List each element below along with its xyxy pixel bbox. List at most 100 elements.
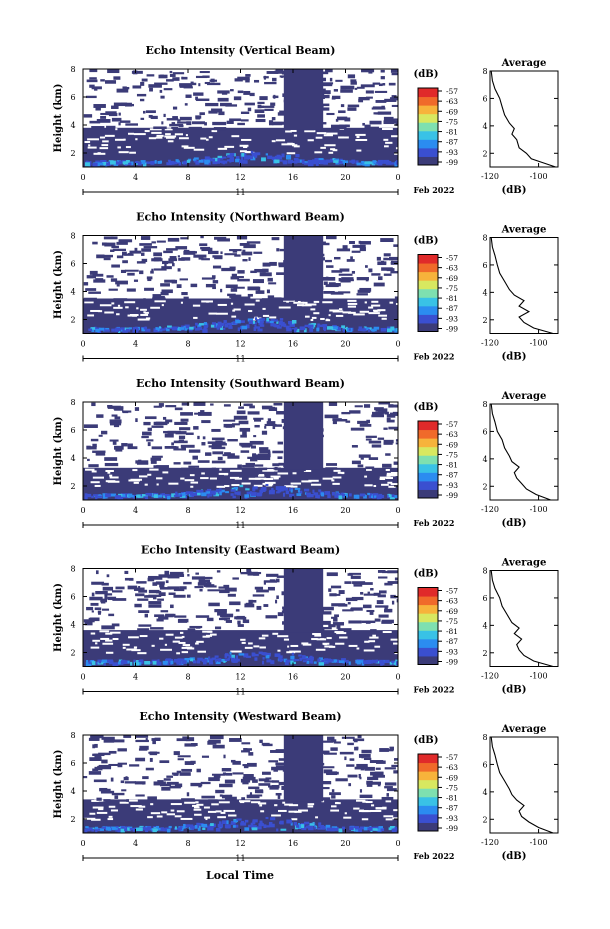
heatmap-field [83,69,398,167]
colorbar: -57-63-69-75-81-87-93-99 [417,87,458,167]
colorbar-tick-label: -69 [446,107,458,116]
colorbar: -57-63-69-75-81-87-93-99 [417,420,458,500]
y-tick-label: 8 [70,731,75,740]
x-tick-label: 20 [340,173,350,182]
x-tick-label: 0 [80,173,85,182]
data-gap [283,69,324,130]
date-label: Feb 2022 [414,518,455,528]
chart-panel-1: Echo Intensity (Vertical Beam) 2 4 6 8 Height… [53,44,559,197]
data-gap [283,735,324,802]
colorbar-frame [417,87,439,166]
colorbar-tick-label: -93 [446,148,458,157]
colorbar-tick-label: -69 [446,607,458,616]
y-tick-label: 4 [70,621,75,630]
x-tick-label: 4 [133,506,138,515]
average-x-tick-label: -120 [481,339,499,348]
average-x-label: (dB) [502,518,527,529]
day-label: 11 [235,188,245,197]
x-tick-label: 4 [133,839,138,848]
average-y-tick-label: 6 [482,760,487,769]
average-frame [489,237,559,334]
colorbar-tick-label: -81 [446,294,458,303]
data-gap [283,235,324,301]
average-profile-panel: Average 2 4 6 8 -120 -100(dB) [481,724,559,862]
colorbar-segment [418,630,438,640]
data-gap [283,568,324,633]
heatmap-field [83,568,398,667]
y-tick-label: 4 [70,121,75,130]
y-tick-label: 8 [70,565,75,574]
day-label: 11 [235,521,245,530]
y-tick-label: 4 [70,288,75,297]
x-tick-label: 16 [288,673,298,682]
x-tick-label: 20 [340,506,350,515]
colorbar: -57-63-69-75-81-87-93-99 [417,753,458,833]
colorbar-tick-label: -75 [446,617,458,626]
average-x-tick-label: -100 [530,172,548,181]
colorbar-tick-label: -81 [446,794,458,803]
average-frame [489,403,559,501]
chart-panel-4: Echo Intensity (Eastward Beam) 2 4 6 8 Height… [53,544,559,697]
date-label: Feb 2022 [414,851,455,861]
colorbar-tick-label: -69 [446,274,458,283]
y-tick-label: 4 [70,787,75,796]
colorbar-segment [418,463,438,473]
colorbar-frame [417,420,439,499]
average-y-tick-label: 8 [482,234,487,243]
x-tick-label: 20 [340,340,350,349]
average-x-tick-label: -120 [481,672,499,681]
average-x-label: (dB) [502,185,527,196]
x-tick-label: 12 [235,839,245,848]
colorbar-tick-label: -57 [446,87,458,96]
colorbar-tick-label: -63 [446,597,458,606]
colorbar-segment [418,297,438,307]
colorbar-segment [418,156,438,166]
chart-panel-5: Echo Intensity (Westward Beam) 2 4 6 8 Height… [53,710,559,863]
average-x-tick-label: -100 [530,672,548,681]
colorbar-tick-label: -81 [446,627,458,636]
colorbar-title: (dB) [414,735,439,746]
colorbar-tick-label: -99 [446,658,458,667]
colorbar: -57-63-69-75-81-87-93-99 [417,254,458,334]
average-profile-line [490,403,551,501]
colorbar-segment [418,788,438,798]
colorbar-segment [418,105,438,115]
x-tick-label: 8 [185,173,190,182]
x-tick-label: 4 [133,673,138,682]
average-profile-line [490,570,554,668]
average-y-tick-label: 2 [482,149,487,158]
colorbar-segment [418,429,438,439]
average-y-tick-label: 2 [482,815,487,824]
colorbar-segment [418,613,438,623]
colorbar-tick-label: -87 [446,138,458,147]
y-tick-label: 2 [70,482,75,491]
average-x-label: (dB) [502,685,527,696]
average-y-tick-label: 8 [482,733,487,742]
colorbar-segment [418,88,438,98]
x-tick-label: 8 [185,673,190,682]
x-tick-label: 0 [80,506,85,515]
y-tick-label: 2 [70,649,75,658]
colorbar-segment [418,280,438,290]
colorbar-segment [418,113,438,123]
y-axis-label: Height (km) [53,417,64,486]
colorbar-tick-label: -87 [446,804,458,813]
average-y-tick-label: 8 [482,67,487,76]
y-tick-label: 8 [70,65,75,74]
colorbar-segment [418,446,438,456]
colorbar-frame [417,254,439,332]
y-tick-label: 6 [70,260,75,269]
average-y-tick-label: 8 [482,567,487,576]
y-tick-label: 6 [70,593,75,602]
x-tick-label: 20 [340,839,350,848]
chart-panel-3: Echo Intensity (Southward Beam) 2 4 6 8 Heigh… [53,377,559,530]
colorbar-segment [418,647,438,657]
colorbar-segment [418,322,438,332]
colorbar-tick-label: -69 [446,773,458,782]
colorbar-tick-label: -93 [446,314,458,323]
heatmap-field [83,735,398,833]
y-axis-label: Height (km) [53,84,64,153]
colorbar-segment [418,779,438,789]
colorbar-tick-label: -57 [446,254,458,263]
